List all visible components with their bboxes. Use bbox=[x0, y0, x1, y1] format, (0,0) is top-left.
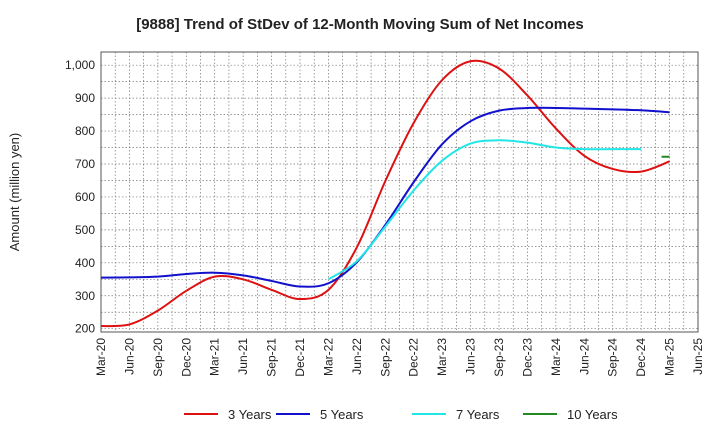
x-tick-label: Mar-24 bbox=[549, 338, 563, 376]
x-tick-label: Sep-22 bbox=[378, 338, 392, 377]
x-tick-label: Dec-20 bbox=[179, 338, 193, 377]
y-tick-label: 900 bbox=[75, 91, 95, 105]
legend-label: 5 Years bbox=[320, 406, 364, 422]
y-tick-label: 700 bbox=[75, 157, 95, 171]
legend-item: 3 Years bbox=[184, 404, 271, 424]
plot-border bbox=[100, 51, 699, 333]
legend-swatch bbox=[184, 413, 218, 415]
chart-title: [9888] Trend of StDev of 12-Month Moving… bbox=[136, 16, 584, 33]
legend-swatch bbox=[412, 413, 446, 415]
x-tick-label: Mar-23 bbox=[435, 338, 449, 376]
y-tick-labels: 200 300 400 500 600 700 800 900 1,000 bbox=[65, 58, 95, 336]
grid-lines bbox=[100, 52, 699, 332]
y-tick-label: 500 bbox=[75, 223, 95, 237]
x-tick-label: Sep-20 bbox=[151, 338, 165, 377]
legend-label: 7 Years bbox=[456, 406, 500, 422]
y-tick-label: 400 bbox=[75, 256, 95, 270]
y-tick-label: 200 bbox=[75, 322, 95, 336]
x-tick-label: Dec-22 bbox=[407, 338, 421, 377]
legend: 3 Years 5 Years 7 Years 10 Years bbox=[0, 404, 720, 424]
y-tick-label: 800 bbox=[75, 124, 95, 138]
legend-item: 7 Years bbox=[412, 404, 499, 424]
y-tick-label: 300 bbox=[75, 289, 95, 303]
x-tick-label: Jun-21 bbox=[236, 338, 250, 375]
y-axis-label: Amount (million yen) bbox=[7, 133, 22, 252]
x-tick-label: Dec-24 bbox=[634, 338, 648, 377]
x-tick-label: Dec-23 bbox=[520, 338, 534, 377]
legend-swatch bbox=[276, 413, 310, 415]
x-tick-label: Jun-24 bbox=[577, 338, 591, 375]
x-tick-label: Mar-21 bbox=[208, 338, 222, 376]
y-tick-label: 600 bbox=[75, 190, 95, 204]
x-tick-label: Jun-25 bbox=[691, 338, 705, 375]
x-tick-label: Jun-20 bbox=[122, 338, 136, 375]
x-tick-label: Sep-23 bbox=[492, 338, 506, 377]
legend-swatch bbox=[523, 413, 557, 415]
series-line-7-years bbox=[327, 139, 642, 281]
x-tick-label: Jun-23 bbox=[464, 338, 478, 375]
legend-item: 5 Years bbox=[276, 404, 363, 424]
legend-label: 10 Years bbox=[567, 406, 618, 422]
legend-item: 10 Years bbox=[523, 404, 618, 424]
x-tick-label: Dec-21 bbox=[293, 338, 307, 377]
x-tick-label: Mar-25 bbox=[663, 338, 677, 376]
x-tick-label: Mar-22 bbox=[321, 338, 335, 376]
x-tick-label: Mar-20 bbox=[94, 338, 108, 376]
x-tick-label: Sep-21 bbox=[265, 338, 279, 377]
x-tick-labels: Mar-20 Jun-20 Sep-20 Dec-20 Mar-21 Jun-21 Sep-… bbox=[94, 338, 705, 377]
x-tick-label: Jun-22 bbox=[350, 338, 364, 375]
series-lines bbox=[100, 59, 670, 328]
x-tick-label: Sep-24 bbox=[606, 338, 620, 377]
legend-label: 3 Years bbox=[228, 406, 272, 422]
series-line-5-years bbox=[100, 106, 670, 288]
y-tick-label: 1,000 bbox=[65, 58, 95, 72]
